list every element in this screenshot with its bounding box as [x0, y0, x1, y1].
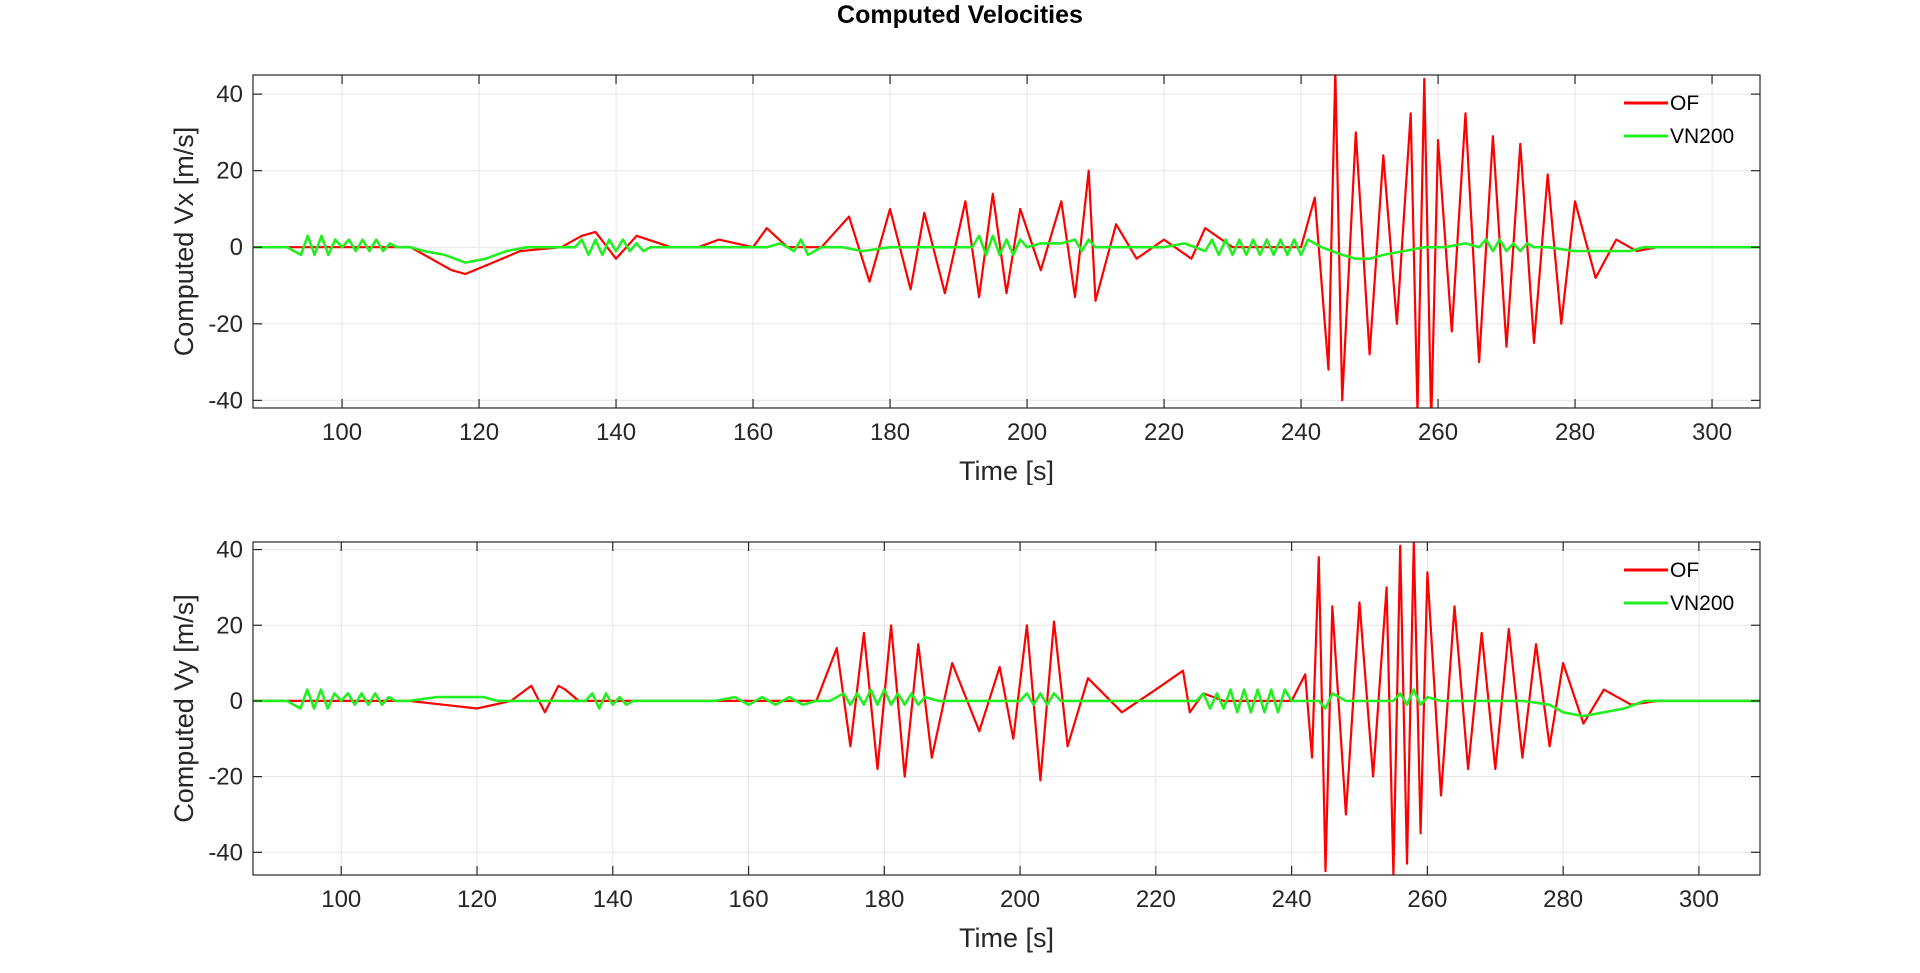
vx-legend-label-of: OF [1670, 92, 1699, 115]
vx-x-tick-label: 180 [870, 419, 910, 446]
vy-x-axis-label: Time [s] [959, 923, 1054, 953]
vy-legend-label-vn200: VN200 [1670, 592, 1734, 615]
vx-x-tick-label: 160 [733, 419, 773, 446]
vx-x-tick-label: 300 [1692, 419, 1732, 446]
vy-y-tick-label: -40 [208, 839, 243, 866]
vy-x-tick-label: 140 [593, 886, 633, 913]
vy-x-tick-label: 200 [1000, 886, 1040, 913]
vy-x-tick-label: 160 [729, 886, 769, 913]
vx-x-tick-label: 280 [1555, 419, 1595, 446]
vy-series-vn200 [253, 688, 1760, 718]
vy-x-tick-label: 220 [1136, 886, 1176, 913]
vy-grid [253, 542, 1760, 875]
vy-axes-box [252, 541, 1761, 876]
vx-series-vn200 [253, 234, 1760, 264]
vy-x-tick-label: 120 [457, 886, 497, 913]
vy-legend: OF VN200 [1624, 559, 1734, 615]
vx-grid [253, 75, 1760, 408]
vy-y-axis-label: Computed Vy [m/s] [169, 594, 199, 823]
vy-x-tick-label: 180 [864, 886, 904, 913]
vy-y-tick-label: 0 [230, 688, 243, 715]
vx-y-axis-label: Computed Vx [m/s] [169, 127, 199, 357]
vx-legend-label-vn200: VN200 [1670, 125, 1734, 148]
figure-title: Computed Velocities [837, 1, 1083, 29]
vy-x-tick-label: 100 [321, 886, 361, 913]
vx-x-tick-label: 200 [1007, 419, 1047, 446]
vy-y-tick-label: 20 [216, 612, 243, 639]
vx-x-tick-label: 240 [1281, 419, 1321, 446]
vx-series-of [253, 75, 1760, 408]
vx-x-tick-label: 120 [459, 419, 499, 446]
vx-axes-box [252, 74, 1761, 409]
vx-x-tick-label: 220 [1144, 419, 1184, 446]
vy-y-tick-label: 40 [216, 537, 243, 564]
vy-x-tick-label: 260 [1407, 886, 1447, 913]
vy-x-tick-label: 240 [1272, 886, 1312, 913]
vy-y-tick-label: -20 [208, 764, 243, 791]
vx-y-tick-label: 0 [230, 234, 243, 261]
vy-chart: 100 120 140 160 180 200 220 240 260 280 300 -40 -20 0… [169, 537, 1761, 953]
vx-y-tick-label: -40 [208, 387, 243, 414]
vy-legend-label-of: OF [1670, 559, 1699, 582]
vy-x-tick-label: 280 [1543, 886, 1583, 913]
vx-x-tick-label: 260 [1418, 419, 1458, 446]
vy-x-tick-label: 300 [1679, 886, 1719, 913]
vx-x-axis-label: Time [s] [959, 456, 1054, 485]
vx-y-tick-label: -20 [208, 311, 243, 338]
vx-x-tick-label: 100 [322, 419, 362, 446]
vx-chart: 100 120 140 160 180 200 220 240 260 280 300 -40 -20 0… [169, 74, 1761, 485]
vx-y-tick-label: 20 [216, 158, 243, 185]
vx-legend: OF VN200 [1624, 92, 1734, 148]
vx-x-tick-label: 140 [596, 419, 636, 446]
vx-y-tick-label: 40 [216, 81, 243, 108]
